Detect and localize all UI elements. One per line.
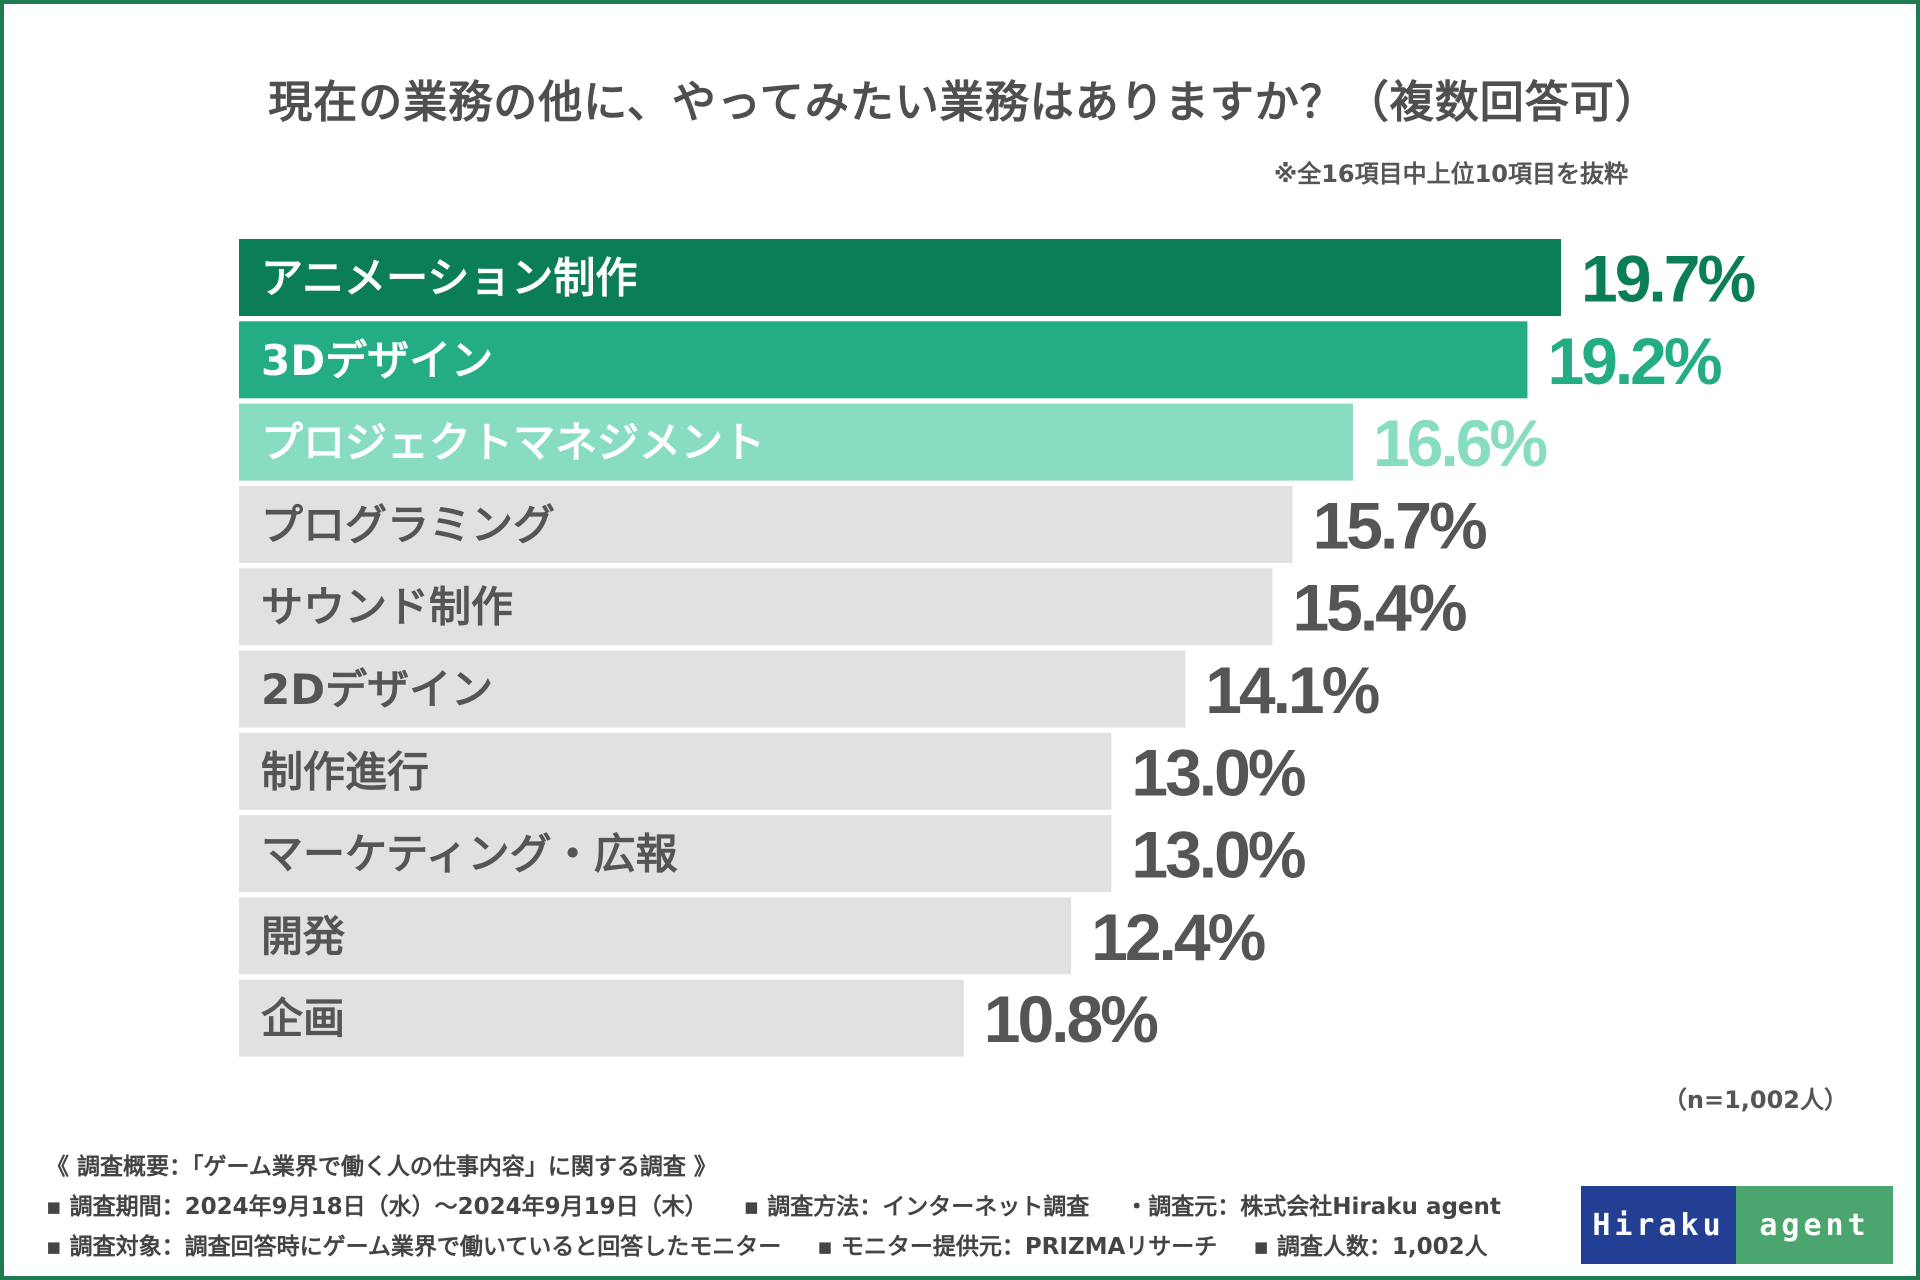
bar-label-3: プログラミング — [261, 500, 555, 549]
bar-5 — [239, 650, 1186, 728]
chart-title: 現在の業務の他に、やってみたい業務はありますか？（複数回答可） — [268, 77, 1660, 128]
bar-label-7: マーケティング・広報 — [261, 830, 678, 879]
hiraku-agent-logo: Hiraku agent — [1581, 1186, 1893, 1264]
bar-7 — [239, 815, 1112, 893]
value-label-9: 10.8% — [984, 982, 1157, 1056]
value-label-2: 16.6% — [1373, 406, 1546, 480]
survey-row-1: ▪ 調査期間：2024年9月18日（水）～2024年9月19日（木） ▪ 調査方法… — [46, 1187, 1501, 1227]
bar-label-6: 制作進行 — [261, 747, 429, 796]
logo-right: agent — [1736, 1186, 1893, 1264]
bar-1 — [239, 321, 1528, 399]
value-label-0: 19.7% — [1581, 242, 1754, 316]
bar-6 — [239, 732, 1112, 810]
value-label-4: 15.4% — [1292, 571, 1465, 645]
bar-label-1: 3Dデザイン — [261, 336, 493, 385]
bar-8 — [239, 897, 1072, 975]
bar-4 — [239, 568, 1273, 646]
bar-0 — [239, 239, 1561, 316]
sample-size: （n=1,002人） — [1662, 1086, 1848, 1114]
survey-period: ▪ 調査期間：2024年9月18日（水）～2024年9月19日（木） — [46, 1194, 708, 1220]
survey-monitor: ▪ モニター提供元：PRIZMAリサーチ — [817, 1234, 1218, 1260]
value-label-1: 19.2% — [1547, 324, 1720, 398]
bar-chart: アニメーション制作 19.7% 3Dデザイン 19.2% プロジェクトマネジメント 16.… — [239, 239, 1757, 1057]
bar-3 — [239, 485, 1293, 563]
bar-label-4: サウンド制作 — [261, 583, 513, 632]
logo-left: Hiraku — [1581, 1186, 1736, 1264]
bar-label-0: アニメーション制作 — [261, 254, 637, 303]
bar-label-2: プロジェクトマネジメント — [261, 418, 765, 467]
survey-footer: 《 調査概要：「ゲーム業界で働く人の仕事内容」に関する調査 》 ▪ 調査期間：2… — [46, 1147, 1501, 1267]
survey-target: ▪ 調査対象：調査回答時にゲーム業界で働いていると回答したモニター — [46, 1234, 782, 1260]
bar-label-8: 開発 — [261, 912, 346, 961]
bar-label-9: 企画 — [261, 994, 345, 1043]
survey-source: ・調査元：株式会社Hiraku agent — [1125, 1194, 1501, 1220]
value-label-7: 13.0% — [1131, 818, 1304, 892]
chart-subtitle: ※全16項目中上位10項目を抜粋 — [1273, 160, 1628, 188]
bar-9 — [239, 979, 964, 1057]
bar-label-5: 2Dデザイン — [261, 665, 493, 714]
survey-count: ▪ 調査人数：1,002人 — [1253, 1234, 1488, 1260]
value-label-5: 14.1% — [1205, 653, 1378, 727]
value-label-6: 13.0% — [1131, 735, 1304, 809]
survey-method: ▪ 調査方法：インターネット調査 — [743, 1194, 1090, 1220]
value-label-3: 15.7% — [1313, 488, 1486, 562]
survey-row-2: ▪ 調査対象：調査回答時にゲーム業界で働いていると回答したモニター ▪ モニター提… — [46, 1227, 1501, 1267]
survey-overview: 《 調査概要：「ゲーム業界で働く人の仕事内容」に関する調査 》 — [46, 1154, 717, 1180]
bar-2 — [239, 403, 1353, 481]
value-label-8: 12.4% — [1091, 900, 1264, 974]
